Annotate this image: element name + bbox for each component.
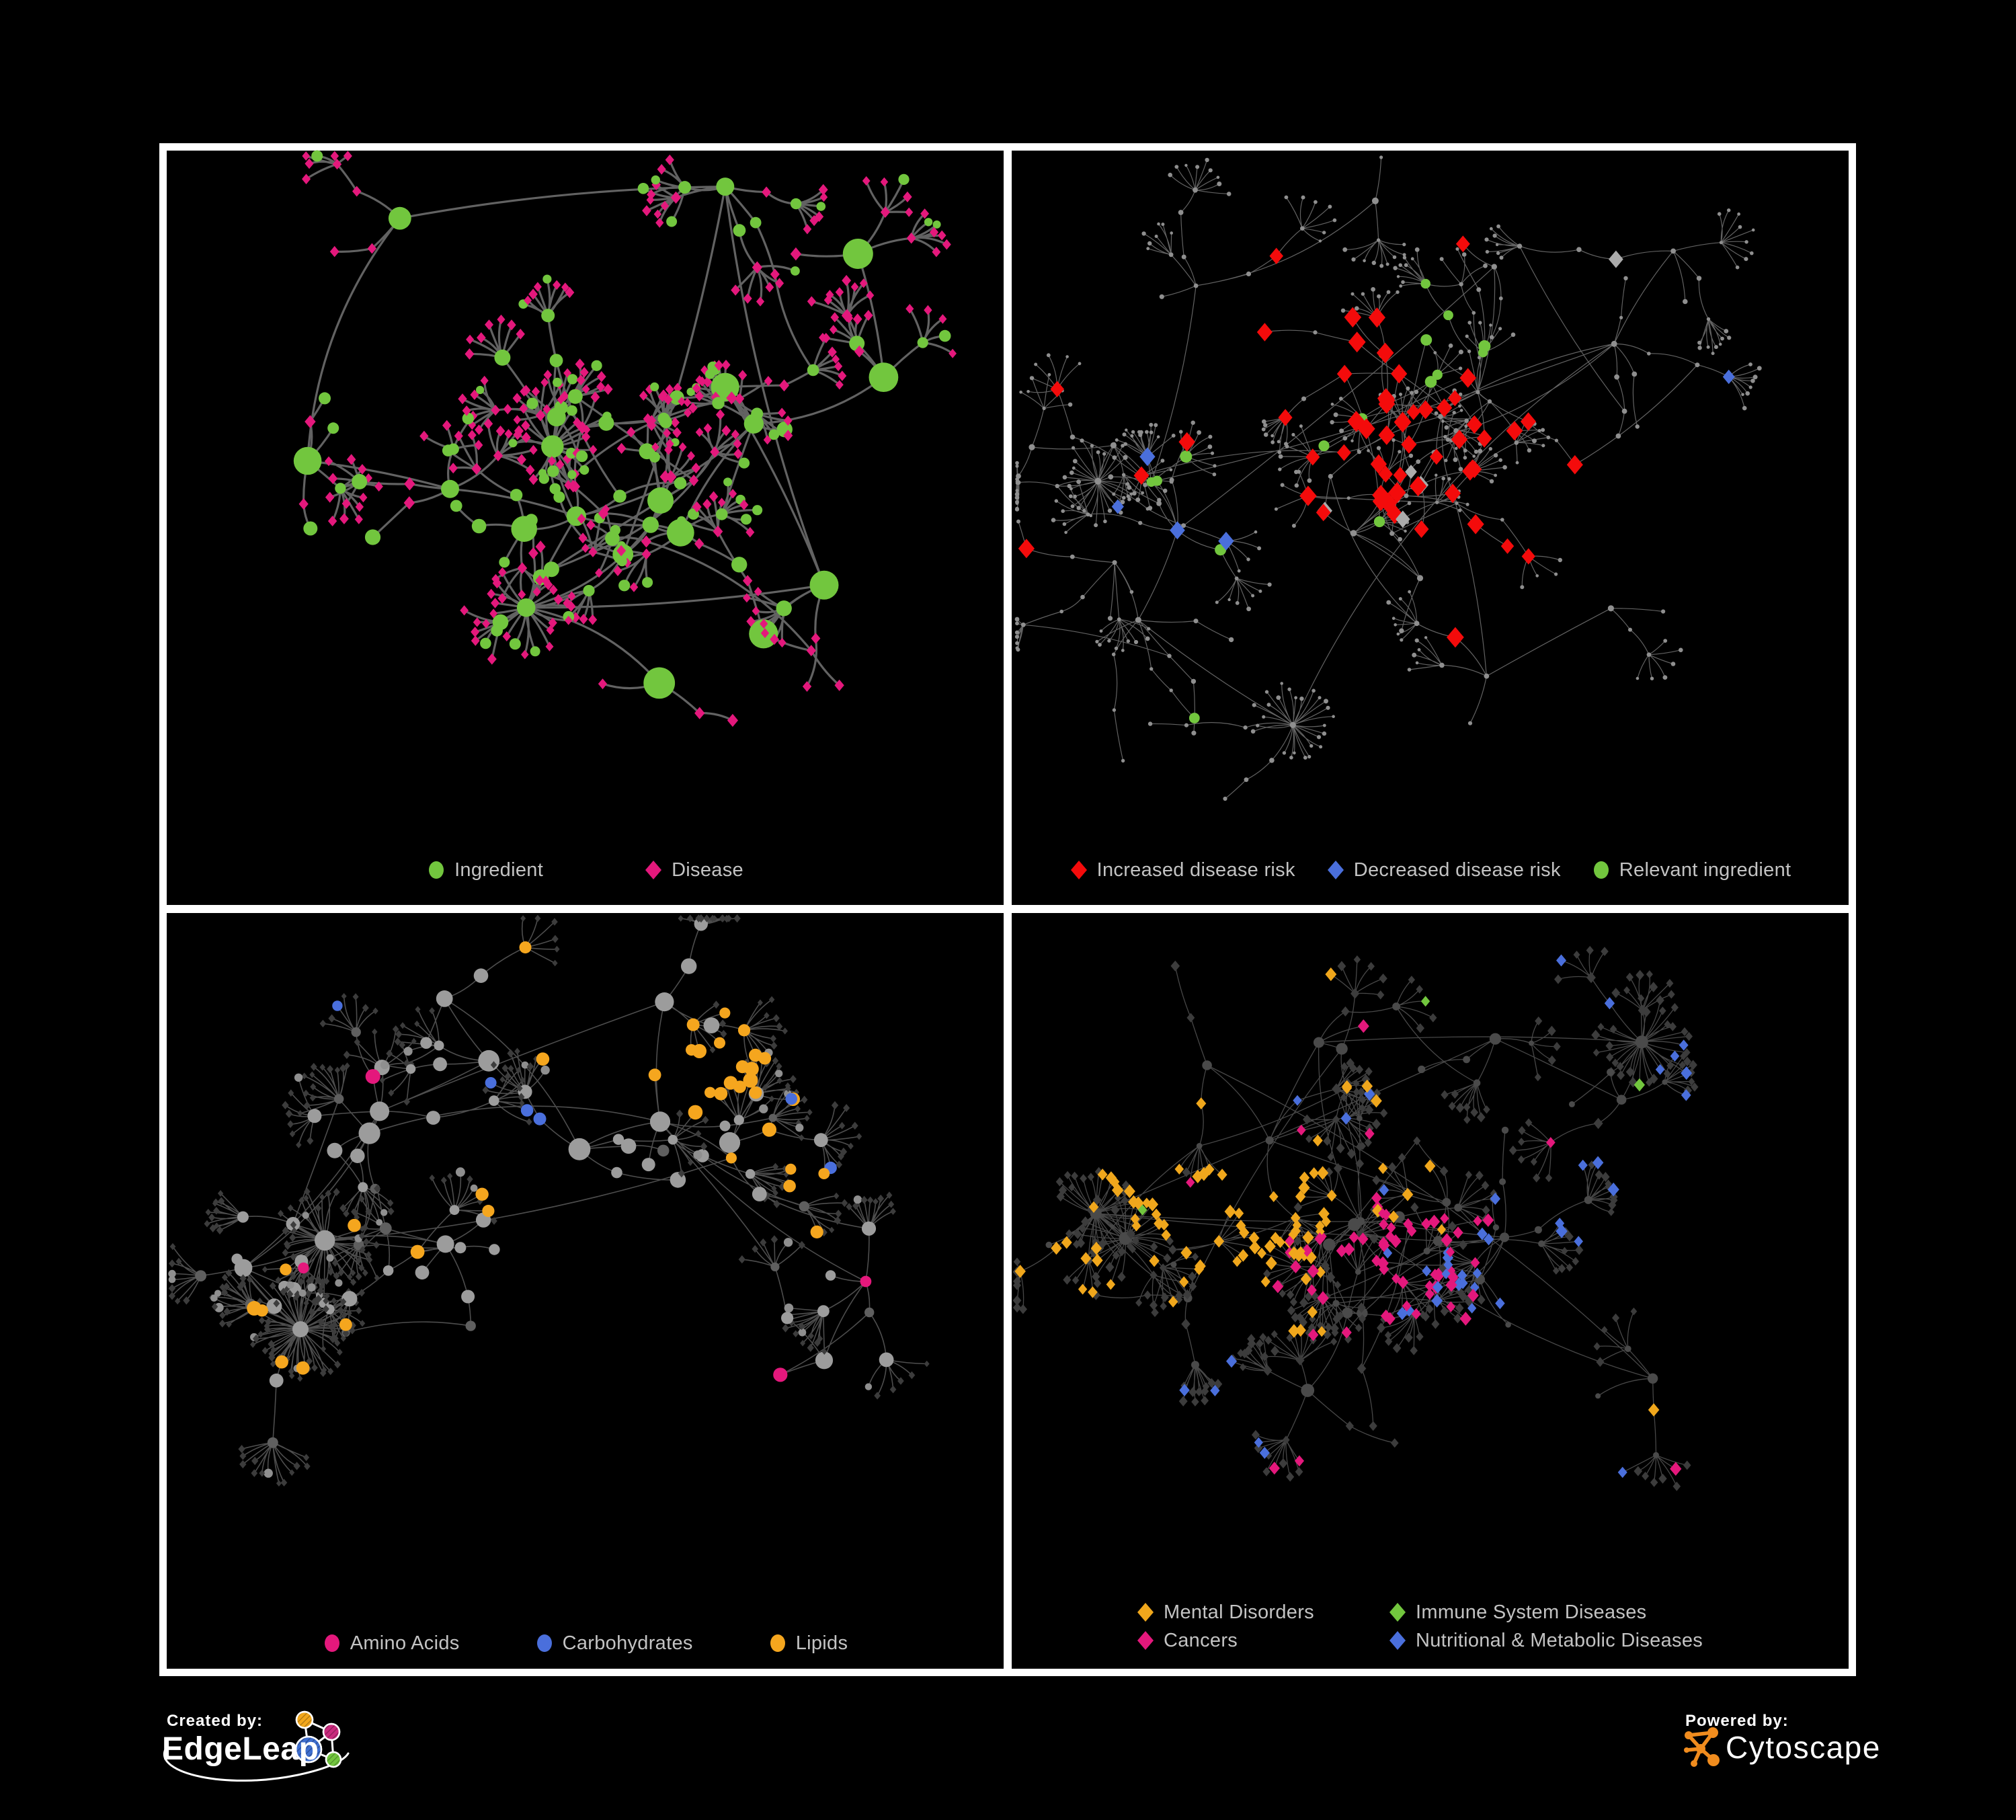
legend-label: Increased disease risk	[1096, 859, 1295, 881]
panel-disease-classes: Mental Disorders Immune System Diseases …	[1012, 913, 1849, 1669]
legend-label: Immune System Diseases	[1416, 1601, 1647, 1623]
legend-item: Cancers	[1136, 1630, 1388, 1651]
legend-item: Carbohydrates	[535, 1632, 693, 1654]
legend-item: Mental Disorders	[1136, 1601, 1388, 1623]
legend-marker-icon	[1136, 1630, 1155, 1651]
legend-label: Lipids	[795, 1632, 848, 1654]
legend-marker-icon	[768, 1632, 787, 1654]
legend-marker-icon	[323, 1632, 341, 1654]
edgeleap-logo-text: EdgeLeap	[162, 1731, 319, 1767]
legend-label: Disease	[672, 859, 743, 881]
legend-marker-icon	[1388, 1601, 1407, 1623]
legend-marker-icon	[1070, 859, 1088, 881]
legend-item: Ingredient	[427, 859, 543, 881]
legend-label: Decreased disease risk	[1353, 859, 1561, 881]
edgeleap-logo-icon	[163, 1710, 350, 1782]
panel-disease-risk: Increased disease risk Decreased disease…	[1012, 151, 1849, 905]
ingredient-disease-network-graph	[293, 150, 957, 727]
legend-item: Decreased disease risk	[1326, 859, 1561, 881]
panel-ingredient-disease: Ingredient Disease	[167, 150, 1004, 905]
legend-marker-icon	[1326, 859, 1345, 881]
legend-label: Nutritional & Metabolic Diseases	[1416, 1629, 1703, 1651]
legend-label: Carbohydrates	[562, 1632, 693, 1654]
legend: Amino Acids Carbohydrates Lipids	[167, 1632, 1004, 1654]
legend-label: Cancers	[1164, 1629, 1238, 1651]
legend-item: Amino Acids	[323, 1632, 460, 1654]
legend-label: Mental Disorders	[1164, 1601, 1314, 1623]
legend-item: Lipids	[768, 1632, 848, 1654]
legend-item: Immune System Diseases	[1388, 1601, 1703, 1623]
legend-marker-icon	[644, 859, 663, 881]
legend-item: Increased disease risk	[1070, 859, 1295, 881]
cytoscape-logo-text: Cytoscape	[1726, 1730, 1881, 1765]
legend-item: Disease	[644, 859, 743, 881]
grid-divider-horizontal	[159, 905, 1856, 913]
legend-label: Relevant ingredient	[1619, 859, 1791, 881]
legend-marker-icon	[1388, 1630, 1407, 1651]
legend: Ingredient Disease	[167, 859, 1004, 881]
legend-item: Nutritional & Metabolic Diseases	[1388, 1630, 1703, 1651]
powered-by-label: Powered by:	[1685, 1712, 1789, 1730]
cytoscape-branding: Powered by: Cytoscape	[1677, 1706, 1899, 1774]
legend-label: Amino Acids	[350, 1632, 460, 1654]
legend-marker-icon	[427, 859, 446, 881]
legend-label: Ingredient	[454, 859, 544, 881]
legend: Mental Disorders Immune System Diseases …	[1136, 1601, 1703, 1651]
created-by-label: Created by:	[167, 1712, 264, 1730]
legend-marker-icon	[535, 1632, 554, 1654]
nutrient-class-network-graph	[168, 914, 930, 1487]
legend-item: Relevant ingredient	[1592, 859, 1791, 881]
legend: Increased disease risk Decreased disease…	[1012, 859, 1849, 881]
disease-risk-network-graph	[1014, 155, 1762, 801]
cytoscape-logo-icon	[1684, 1727, 1720, 1767]
legend-marker-icon	[1592, 859, 1611, 881]
disease-class-network-graph	[1012, 945, 1699, 1491]
edgeleap-branding: Created by: EdgeLeap	[153, 1706, 382, 1794]
legend-marker-icon	[1136, 1601, 1155, 1623]
panel-nutrient-classes: Amino Acids Carbohydrates Lipids	[167, 913, 1004, 1669]
